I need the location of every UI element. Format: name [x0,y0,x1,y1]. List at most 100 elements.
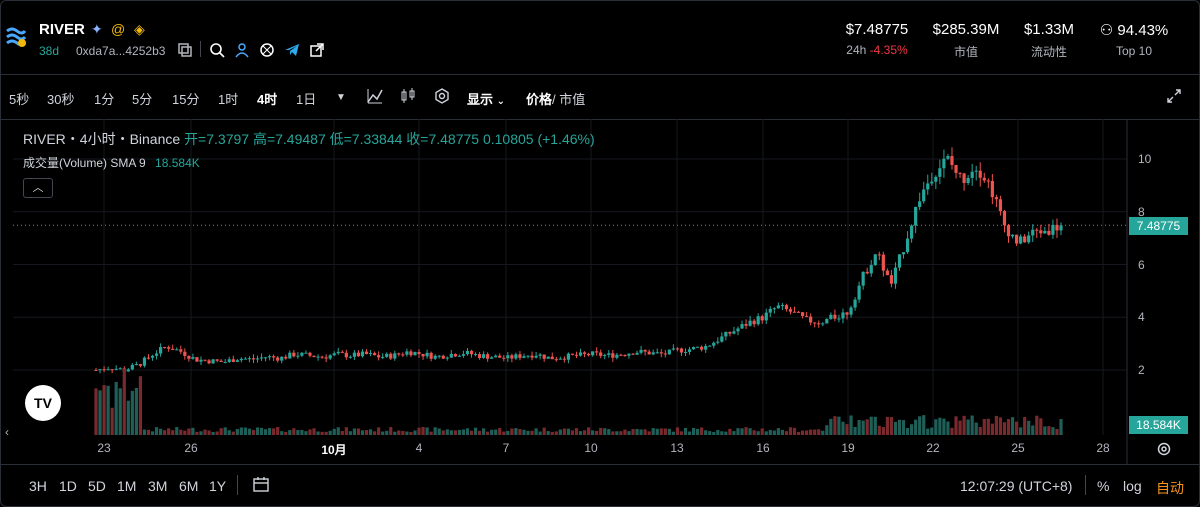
candle-body [776,305,780,309]
volume-bar [409,431,413,435]
volume-bar [889,417,894,435]
display-menu[interactable]: 显示 ⌄ [467,89,505,108]
volume-bar [720,431,724,435]
candle-body [740,324,744,329]
range-3h[interactable]: 3H [29,478,47,494]
tradingview-logo[interactable]: TV [25,385,61,421]
volume-bar [764,431,768,435]
volume-bar [344,427,348,435]
volume-bar [962,415,966,435]
tf-1d[interactable]: 1日 [296,92,317,107]
collapse-legend-button[interactable]: ︿ [23,178,53,198]
volume-bar [736,428,740,435]
settings-hex-icon[interactable] [433,87,451,105]
external-link-icon[interactable] [309,42,325,58]
price-change-label: 24h -4.35% [839,43,915,57]
clock-timezone[interactable]: 12:07:29 (UTC+8) [960,478,1073,494]
log-scale-toggle[interactable]: log [1123,478,1142,494]
indicator-icon[interactable] [366,87,384,105]
candle-body [611,353,615,358]
price-tick-label: 2 [1138,363,1145,377]
holder-icon[interactable] [234,42,250,58]
volume-bar [401,430,405,435]
candle-body [817,323,821,325]
candle-body [546,356,550,359]
range-1d[interactable]: 1D [59,478,77,494]
date-range-icon[interactable] [251,475,271,495]
candle-body [409,351,413,356]
volume-bar [312,428,316,435]
website-icon[interactable] [259,42,275,58]
volume-bar [296,430,300,435]
volume-bar [998,417,1003,435]
tf-5s[interactable]: 5秒 [9,92,30,107]
candle-body [837,318,841,320]
range-6m[interactable]: 6M [179,478,199,494]
copy-icon[interactable] [177,42,193,58]
tf-1h[interactable]: 1时 [218,92,239,107]
candle-body [582,352,587,354]
price-chart[interactable] [1,119,1199,464]
search-icon[interactable] [209,42,225,58]
candle-body [514,354,518,359]
volume-bar [708,431,712,435]
tf-1m[interactable]: 1分 [94,92,115,107]
contract-address[interactable]: 0xda7a...4252b3 [76,44,166,58]
volume-bar [784,431,789,435]
tf-5m[interactable]: 5分 [132,92,153,107]
percent-scale-toggle[interactable]: % [1097,478,1110,494]
candle-body [445,357,449,359]
candle-body [530,355,534,358]
volume-bar [566,428,571,435]
auto-scale-toggle[interactable]: 自动 [1156,480,1184,496]
candle-body [821,323,825,325]
candle-body [926,183,930,190]
candle-body [490,357,494,359]
range-1m[interactable]: 1M [117,478,137,494]
volume-bar [154,427,159,435]
candle-body [187,355,191,359]
gear-icon[interactable] [1156,441,1172,457]
tf-30s[interactable]: 30秒 [47,92,75,107]
volume-bar [251,429,256,435]
range-5d[interactable]: 5D [88,478,106,494]
timeframe-dropdown-icon[interactable]: ▼ [336,92,346,103]
candle-body [877,254,881,256]
volume-bar [522,429,526,435]
volume-bar [978,426,982,435]
range-3m[interactable]: 3M [148,478,168,494]
candle-body [518,354,522,358]
candle-body [716,341,720,343]
volume-bar [946,421,950,435]
volume-bar [716,429,720,435]
candle-body [288,352,292,359]
price-mcap-toggle[interactable]: 价格/ 市值 [526,89,585,108]
volume-bar [110,407,114,435]
candle-body [381,356,385,358]
exchange-badge-icon[interactable]: ◈ [134,21,145,37]
candle-body [623,355,627,357]
candle-body [1006,225,1011,237]
telegram-icon[interactable] [284,42,300,58]
time-tick-label: 25 [1011,441,1025,455]
volume-bar [146,429,151,435]
candle-type-icon[interactable] [399,87,417,105]
fullscreen-icon[interactable] [1165,87,1183,105]
tf-4h[interactable]: 4时 [257,92,278,107]
candle-body [728,331,732,334]
volume-bar [469,430,474,435]
candle-body [788,309,793,312]
range-1y[interactable]: 1Y [209,478,227,494]
candle-body [946,156,950,159]
price-tick-label: 10 [1138,152,1152,166]
volume-bar [683,427,688,435]
scroll-left-icon[interactable]: ‹ [5,425,9,439]
at-icon[interactable]: @ [111,21,126,37]
volume-bar [833,416,837,435]
candle-body [845,312,849,315]
candle-body [146,357,151,359]
candle-body [356,352,361,357]
volume-bar [360,430,365,435]
volume-bar [171,430,175,435]
tf-15m[interactable]: 15分 [172,92,200,107]
